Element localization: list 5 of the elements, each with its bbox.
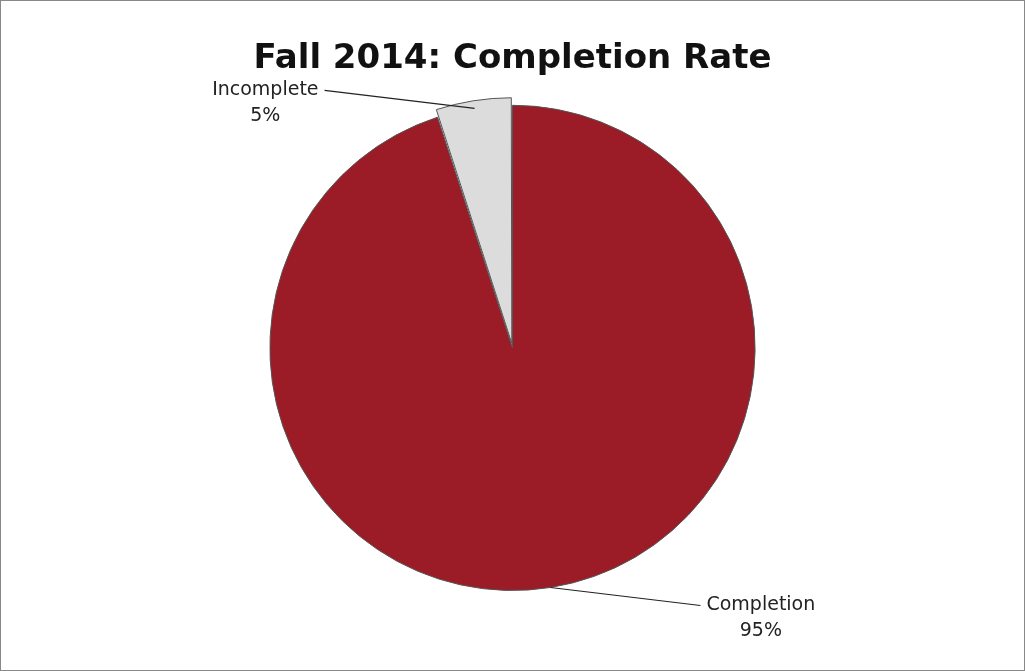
data-label: 5% [250, 103, 281, 126]
data-label: 95% [739, 618, 782, 641]
slice-label: Completion [706, 592, 816, 615]
slice-label: Incomplete [212, 77, 319, 100]
chart-title: Fall 2014: Completion Rate [253, 36, 772, 77]
